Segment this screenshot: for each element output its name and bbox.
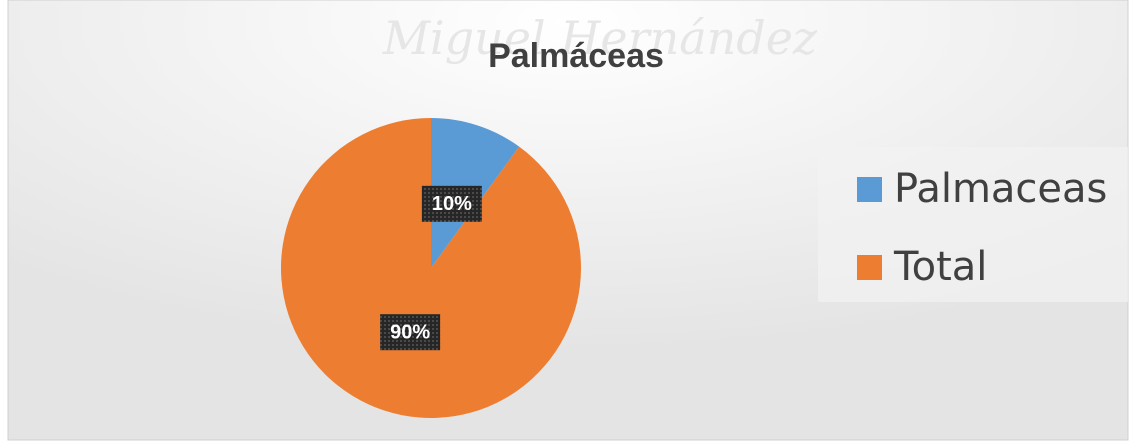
legend-swatch [857,255,882,280]
data-label: 10% [432,193,472,215]
watermark: Miguel Hernández [382,11,818,65]
chart-title: Palmáceas [488,37,664,75]
data-label: 90% [390,321,430,343]
data-label-box [380,314,441,351]
legend-label: Palmaceas [894,166,1107,212]
pie-slice [281,118,582,418]
legend-swatch [857,177,882,202]
legend-label: Total [893,244,987,290]
data-label-box [421,185,482,222]
